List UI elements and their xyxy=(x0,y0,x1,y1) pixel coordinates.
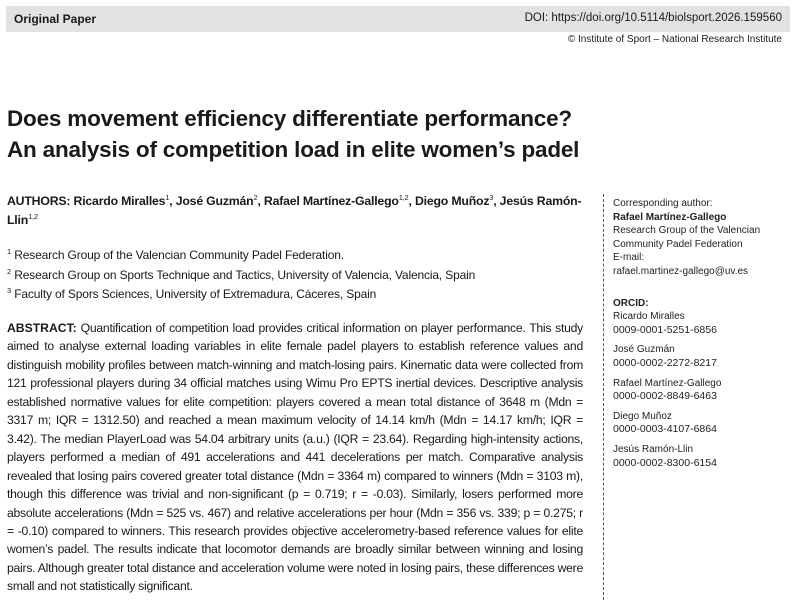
orcid-name: Rafael Martínez-Gallego xyxy=(613,377,722,389)
corresponding-line: Research Group of the Valencian xyxy=(613,225,761,237)
orcid-name: Ricardo Miralles xyxy=(613,311,685,323)
author-name: , José Guzmán xyxy=(169,194,254,208)
affiliation-text: Research Group of the Valencian Communit… xyxy=(14,248,344,262)
article-type: Original Paper xyxy=(14,12,97,26)
author-name: , Diego Muñoz xyxy=(408,194,490,208)
divider xyxy=(603,194,604,600)
author-list: Ricardo Miralles1, José Guzmán2, Rafael … xyxy=(7,193,582,227)
title-line: Does movement efficiency differentiate p… xyxy=(7,106,572,131)
affiliation: 2 Research Group on Sports Technique and… xyxy=(7,266,475,286)
corresponding-line[interactable]: rafael.martinez-gallego@uv.es xyxy=(613,265,749,277)
affiliation-number: 3 xyxy=(7,286,12,295)
orcid-id: 0000-0003-4107-6864 xyxy=(613,423,717,436)
abstract-label: ABSTRACT: xyxy=(7,321,77,335)
spacer xyxy=(613,279,760,297)
title-line: An analysis of competition load in elite… xyxy=(7,137,580,162)
spacer xyxy=(613,470,760,476)
authors-label: AUTHORS: xyxy=(7,194,71,208)
affiliations: 1 Research Group of the Valencian Commun… xyxy=(7,246,475,305)
authors: AUTHORS: Ricardo Miralles1, José Guzmán2… xyxy=(7,192,597,230)
abstract-text: Quantification of competition load provi… xyxy=(7,321,583,594)
doi[interactable]: DOI: https://doi.org/10.5114/biolsport.2… xyxy=(524,12,782,24)
orcid-name: Diego Muñoz xyxy=(613,410,672,422)
affiliation-number: 1 xyxy=(7,247,12,256)
orcid-name: José Guzmán xyxy=(613,344,675,356)
affiliation-text: Faculty of Spors Sciences, University of… xyxy=(14,287,377,301)
author-name: , Rafael Martínez-Gallego xyxy=(257,194,399,208)
title: Does movement efficiency differentiate p… xyxy=(7,103,579,165)
sidebar: Corresponding author: Rafael Martínez-Gal… xyxy=(613,197,760,476)
affiliation: 3 Faculty of Spors Sciences, University … xyxy=(7,285,475,305)
corresponding-label: Corresponding author: xyxy=(613,198,713,209)
orcid-id: 0000-0002-8849-6463 xyxy=(613,390,717,403)
author-affiliation: 1,2 xyxy=(398,193,409,202)
abstract: ABSTRACT: Quantification of competition … xyxy=(7,319,583,596)
corresponding-line: Community Padel Federation xyxy=(613,238,743,250)
author-affiliation: 2 xyxy=(253,193,258,202)
orcid-name: Jesús Ramón-Llin xyxy=(613,443,694,455)
orcid-id: 0000-0002-8300-6154 xyxy=(613,456,717,469)
orcid-id: 0000-0002-2272-8217 xyxy=(613,356,717,369)
copyright: © Institute of Sport – National Research… xyxy=(567,34,782,45)
orcid-label: ORCID: xyxy=(613,297,649,309)
author-affiliation: 1 xyxy=(165,193,170,202)
corresponding-name: Rafael Martínez-Gallego xyxy=(613,211,727,223)
affiliation: 1 Research Group of the Valencian Commun… xyxy=(7,246,475,266)
header-bar xyxy=(6,6,790,32)
affiliation-text: Research Group on Sports Technique and T… xyxy=(14,267,476,282)
author-affiliation: 3 xyxy=(489,193,494,202)
corresponding-line: E-mail: xyxy=(613,252,645,264)
author-affiliation: 1,2 xyxy=(28,212,38,221)
author-name: Ricardo Miralles xyxy=(73,194,166,208)
affiliation-number: 2 xyxy=(7,266,12,276)
orcid-id: 0009-0001-5251-6856 xyxy=(613,323,717,336)
author-name: , Jesús Ramón-Llin xyxy=(7,194,582,227)
